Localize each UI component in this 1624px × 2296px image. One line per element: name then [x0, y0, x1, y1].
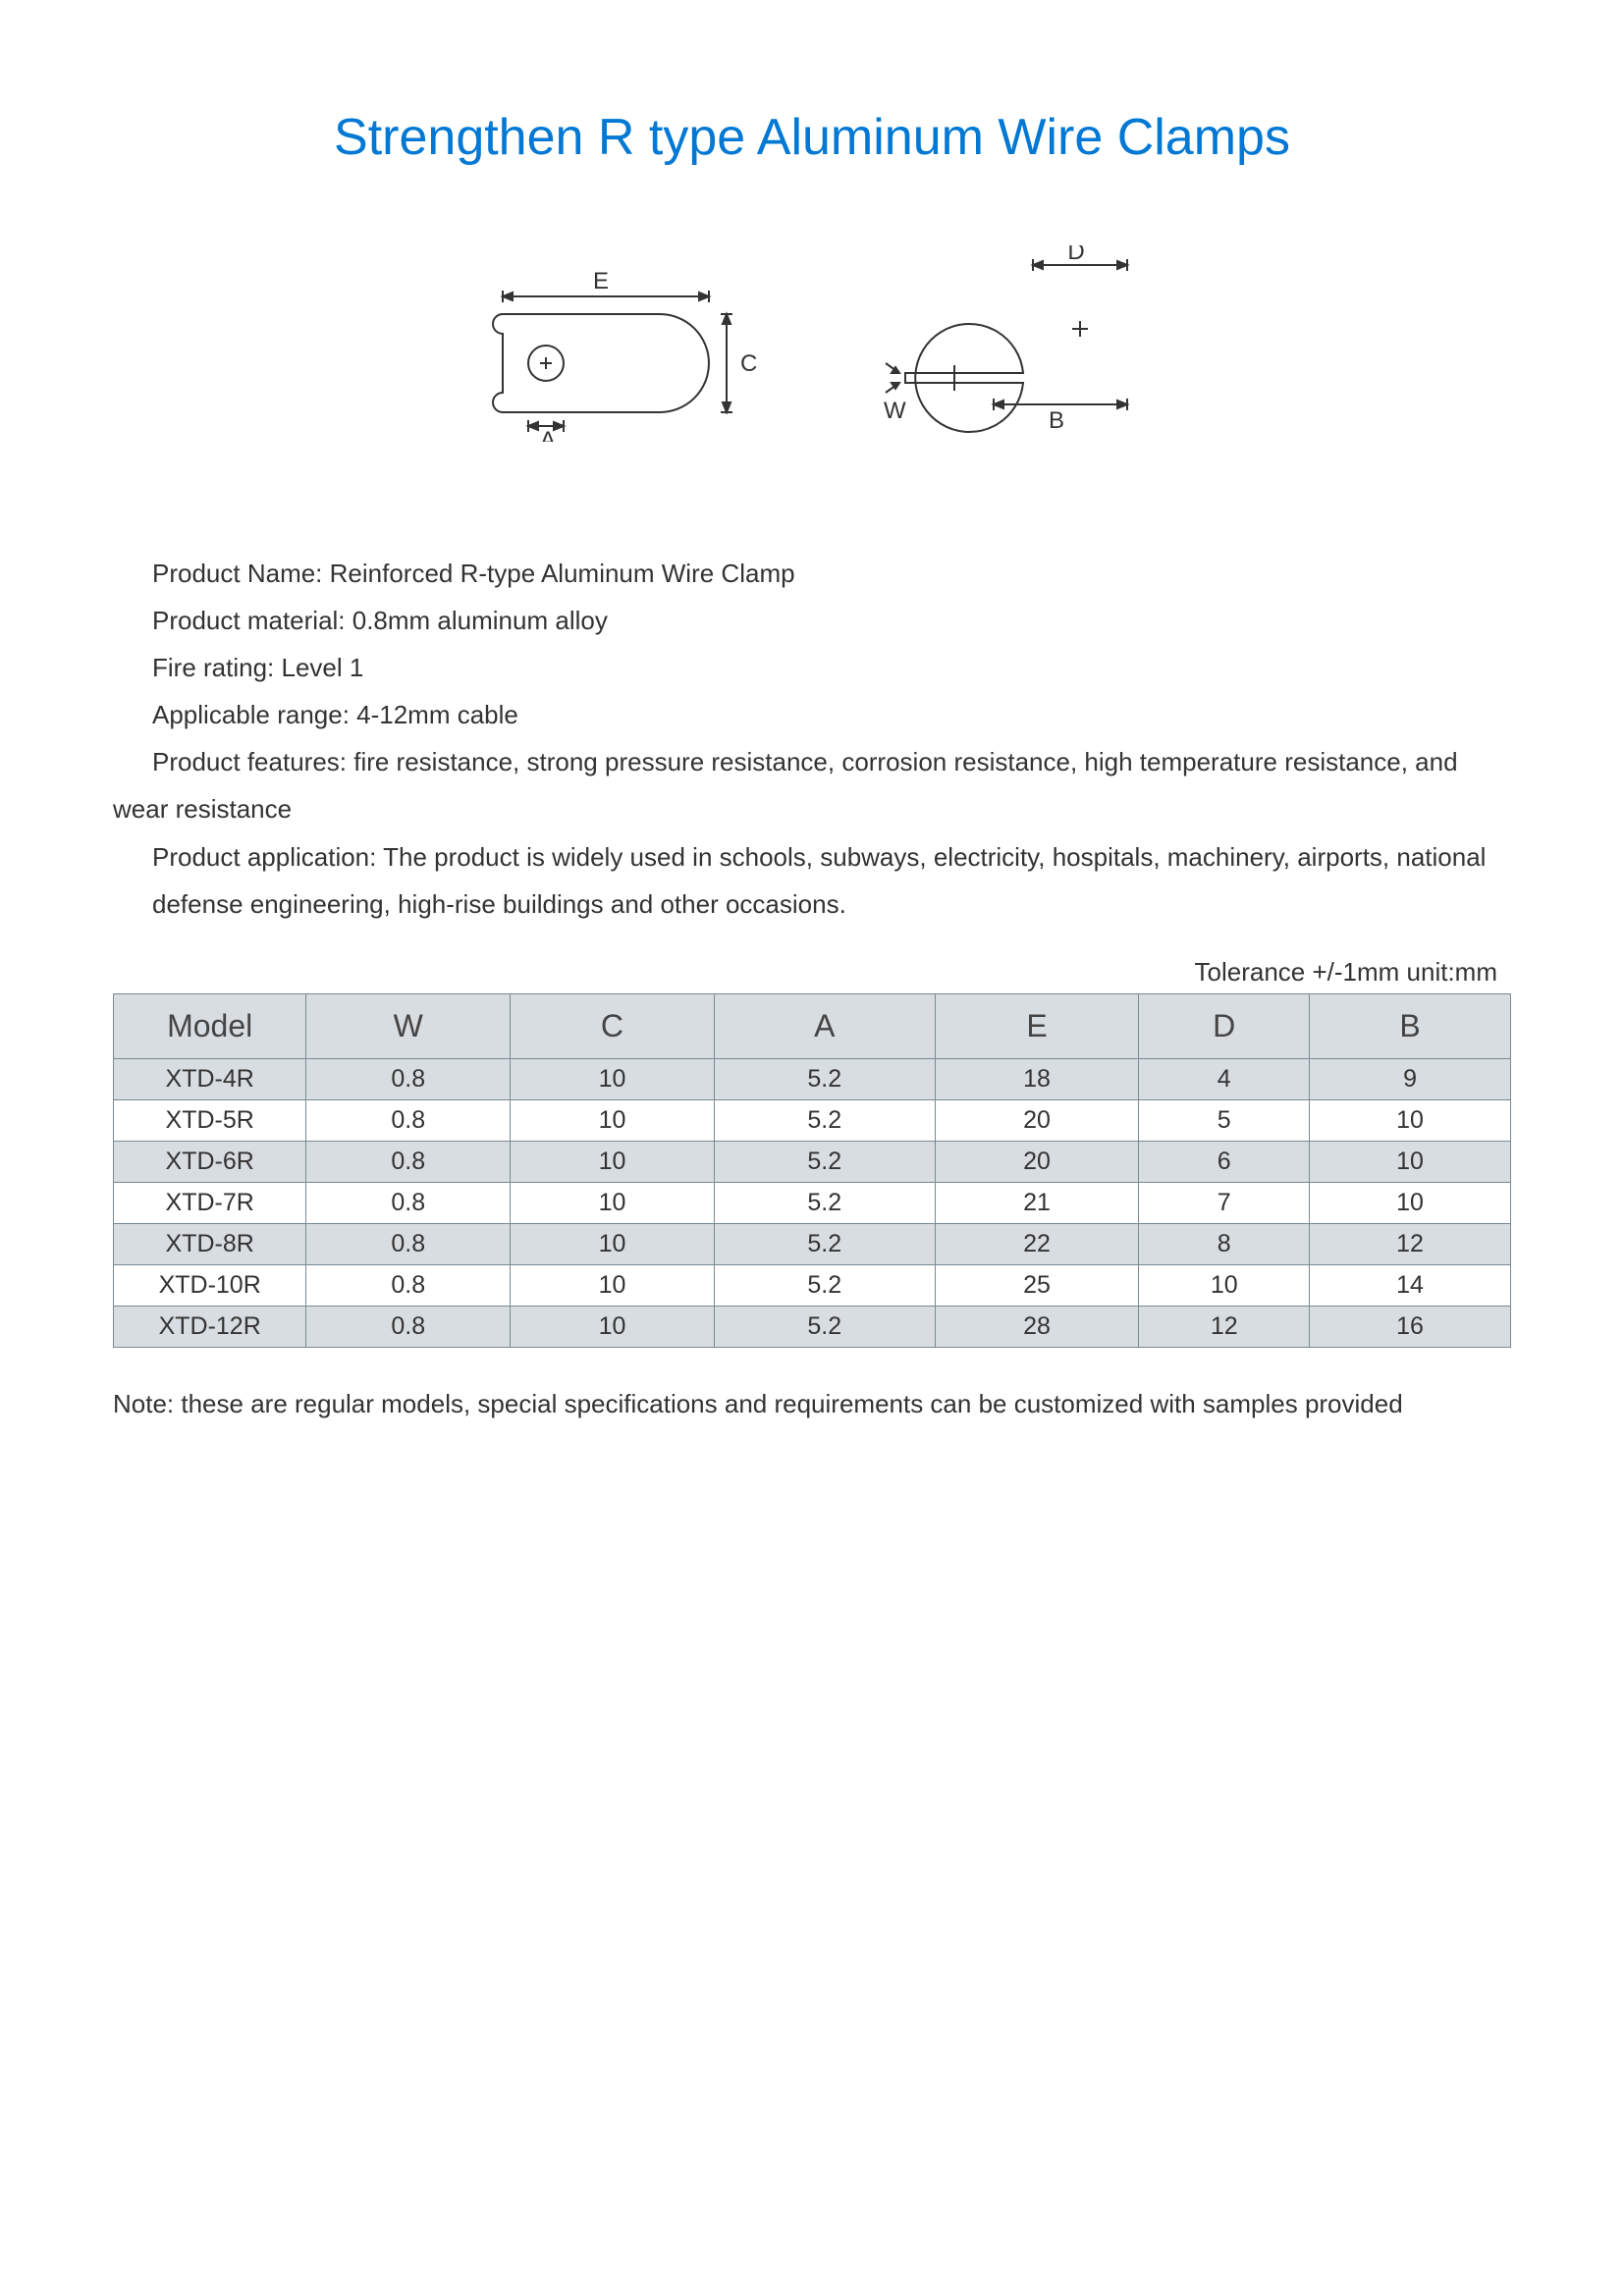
table-cell: 10	[511, 1264, 715, 1306]
table-cell: 5.2	[714, 1182, 935, 1223]
table-cell: 20	[935, 1141, 1139, 1182]
table-header-cell: W	[306, 993, 511, 1058]
table-cell: 5.2	[714, 1099, 935, 1141]
dim-label-A: A	[540, 427, 556, 442]
table-cell: 28	[935, 1306, 1139, 1347]
table-cell: 10	[1310, 1182, 1511, 1223]
info-features: Product features: fire resistance, stron…	[113, 738, 1511, 832]
diagram-side-view: D B W	[866, 245, 1180, 442]
info-product-name: Product Name: Reinforced R-type Aluminum…	[113, 550, 1511, 597]
table-cell: 21	[935, 1182, 1139, 1223]
table-cell: 12	[1139, 1306, 1310, 1347]
table-cell: 10	[511, 1058, 715, 1099]
page-title: Strengthen R type Aluminum Wire Clamps	[113, 108, 1511, 167]
table-cell: 6	[1139, 1141, 1310, 1182]
footer-note: Note: these are regular models, special …	[113, 1389, 1511, 1419]
table-cell: XTD-8R	[114, 1223, 306, 1264]
table-cell: 20	[935, 1099, 1139, 1141]
table-cell: 18	[935, 1058, 1139, 1099]
product-info: Product Name: Reinforced R-type Aluminum…	[113, 550, 1511, 928]
table-cell: 5.2	[714, 1058, 935, 1099]
dim-label-D: D	[1067, 245, 1084, 265]
table-row: XTD-5R0.8105.220510	[114, 1099, 1511, 1141]
table-cell: XTD-4R	[114, 1058, 306, 1099]
table-cell: XTD-5R	[114, 1099, 306, 1141]
table-cell: 0.8	[306, 1264, 511, 1306]
table-cell: 0.8	[306, 1182, 511, 1223]
table-row: XTD-4R0.8105.21849	[114, 1058, 1511, 1099]
table-cell: XTD-12R	[114, 1306, 306, 1347]
table-cell: 10	[1310, 1099, 1511, 1141]
table-header-cell: Model	[114, 993, 306, 1058]
table-cell: 25	[935, 1264, 1139, 1306]
table-cell: 12	[1310, 1223, 1511, 1264]
diagram-top-view: E C A	[444, 245, 758, 442]
tolerance-note: Tolerance +/-1mm unit:mm	[113, 957, 1511, 988]
table-row: XTD-8R0.8105.222812	[114, 1223, 1511, 1264]
table-row: XTD-6R0.8105.220610	[114, 1141, 1511, 1182]
table-cell: 22	[935, 1223, 1139, 1264]
info-material: Product material: 0.8mm aluminum alloy	[113, 597, 1511, 644]
table-cell: 8	[1139, 1223, 1310, 1264]
table-cell: 7	[1139, 1182, 1310, 1223]
table-cell: 14	[1310, 1264, 1511, 1306]
table-row: XTD-7R0.8105.221710	[114, 1182, 1511, 1223]
table-cell: 0.8	[306, 1306, 511, 1347]
table-cell: 0.8	[306, 1058, 511, 1099]
table-cell: 0.8	[306, 1223, 511, 1264]
table-cell: 10	[1310, 1141, 1511, 1182]
table-header-row: ModelWCAEDB	[114, 993, 1511, 1058]
table-cell: XTD-7R	[114, 1182, 306, 1223]
info-fire-rating: Fire rating: Level 1	[113, 644, 1511, 691]
table-header-cell: E	[935, 993, 1139, 1058]
info-application: Product application: The product is wide…	[113, 833, 1511, 928]
spec-table: ModelWCAEDB XTD-4R0.8105.21849XTD-5R0.81…	[113, 993, 1511, 1348]
table-cell: 10	[511, 1141, 715, 1182]
table-cell: 5.2	[714, 1223, 935, 1264]
table-cell: 5.2	[714, 1264, 935, 1306]
dim-label-E: E	[593, 268, 609, 294]
table-cell: XTD-6R	[114, 1141, 306, 1182]
table-cell: 10	[511, 1306, 715, 1347]
table-row: XTD-12R0.8105.2281216	[114, 1306, 1511, 1347]
table-header-cell: D	[1139, 993, 1310, 1058]
diagram-row: E C A	[113, 245, 1511, 442]
table-cell: 10	[1139, 1264, 1310, 1306]
info-applicable: Applicable range: 4-12mm cable	[113, 691, 1511, 738]
table-cell: 4	[1139, 1058, 1310, 1099]
dim-label-C: C	[740, 350, 757, 377]
dim-label-B: B	[1049, 407, 1064, 434]
table-cell: 16	[1310, 1306, 1511, 1347]
table-header-cell: A	[714, 993, 935, 1058]
dim-label-W: W	[884, 398, 906, 424]
table-cell: 10	[511, 1182, 715, 1223]
table-header-cell: B	[1310, 993, 1511, 1058]
table-cell: 5.2	[714, 1141, 935, 1182]
table-cell: 5.2	[714, 1306, 935, 1347]
table-cell: 0.8	[306, 1141, 511, 1182]
table-cell: 0.8	[306, 1099, 511, 1141]
table-cell: 10	[511, 1099, 715, 1141]
table-cell: 10	[511, 1223, 715, 1264]
table-cell: 9	[1310, 1058, 1511, 1099]
table-cell: XTD-10R	[114, 1264, 306, 1306]
table-row: XTD-10R0.8105.2251014	[114, 1264, 1511, 1306]
table-header-cell: C	[511, 993, 715, 1058]
table-cell: 5	[1139, 1099, 1310, 1141]
